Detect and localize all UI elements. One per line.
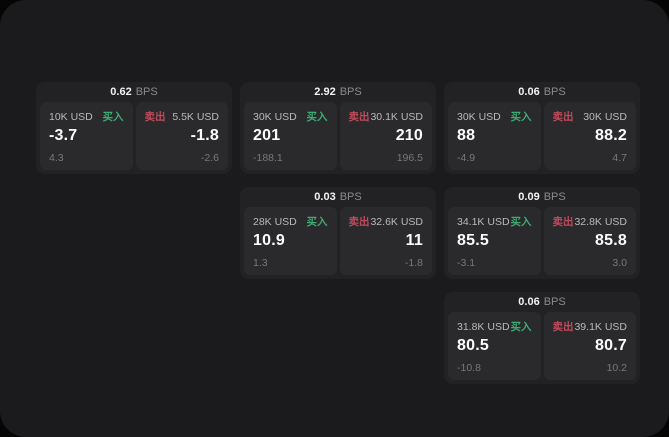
sell-panel[interactable]: 卖出 30K USD 88.2 4.7 [543, 102, 636, 170]
sell-delta: -2.6 [200, 152, 219, 164]
sell-label: 卖出 [348, 216, 370, 228]
buy-panel[interactable]: 10K USD 买入 -3.7 4.3 [40, 102, 133, 170]
sell-panel[interactable]: 卖出 32.8K USD 85.8 3.0 [543, 207, 636, 275]
buy-panel[interactable]: 34.1K USD 买入 85.5 -3.1 [448, 207, 541, 275]
sell-delta: 10.2 [606, 362, 627, 374]
buy-amount: 31.8K USD [457, 320, 510, 333]
sell-panel[interactable]: 卖出 5.5K USD -1.8 -2.6 [135, 102, 228, 170]
buy-delta: -10.8 [457, 362, 481, 374]
quote-card: 0.03 BPS 28K USD 买入 10.9 1.3 卖出 32.6K US… [240, 187, 436, 279]
sell-label: 卖出 [552, 111, 574, 123]
buy-label: 买入 [510, 111, 532, 123]
sell-label: 卖出 [552, 321, 574, 333]
sell-amount: 39.1K USD [574, 320, 627, 333]
buy-panel[interactable]: 28K USD 买入 10.9 1.3 [244, 207, 337, 275]
spread-header: 0.09 BPS [448, 187, 636, 207]
spread-value: 0.09 [518, 191, 540, 203]
spread-header: 0.06 BPS [448, 292, 636, 312]
quote-panels: 28K USD 买入 10.9 1.3 卖出 32.6K USD 11 -1.8 [244, 207, 432, 275]
buy-price: 201 [253, 127, 281, 144]
buy-delta: 4.3 [49, 152, 64, 164]
buy-label: 买入 [510, 321, 532, 333]
sell-price: 80.7 [595, 337, 627, 354]
buy-delta: -4.9 [457, 152, 476, 164]
sell-amount: 30.1K USD [370, 110, 423, 123]
quote-card-grid: 0.62 BPS 10K USD 买入 -3.7 4.3 卖出 5.5K USD… [36, 82, 640, 384]
spread-value: 2.92 [314, 86, 336, 98]
sell-delta: -1.8 [404, 257, 423, 269]
spread-unit: BPS [543, 296, 566, 308]
quote-card: 2.92 BPS 30K USD 买入 201 -188.1 卖出 30.1K … [240, 82, 436, 174]
sell-delta: 4.7 [612, 152, 627, 164]
sell-price: 88.2 [595, 127, 627, 144]
quote-card: 0.06 BPS 31.8K USD 买入 80.5 -10.8 卖出 39.1… [444, 292, 640, 384]
buy-label: 买入 [306, 216, 328, 228]
quote-panels: 31.8K USD 买入 80.5 -10.8 卖出 39.1K USD 80.… [448, 312, 636, 380]
buy-price: 80.5 [457, 337, 489, 354]
spread-header: 0.06 BPS [448, 82, 636, 102]
buy-amount: 30K USD [253, 110, 297, 123]
quote-card: 0.09 BPS 34.1K USD 买入 85.5 -3.1 卖出 32.8K… [444, 187, 640, 279]
sell-amount: 32.6K USD [370, 215, 423, 228]
quote-panels: 30K USD 买入 201 -188.1 卖出 30.1K USD 210 1… [244, 102, 432, 170]
spread-unit: BPS [543, 86, 566, 98]
quote-panels: 30K USD 买入 88 -4.9 卖出 30K USD 88.2 4.7 [448, 102, 636, 170]
spread-unit: BPS [135, 86, 158, 98]
buy-label: 买入 [102, 111, 124, 123]
sell-panel[interactable]: 卖出 39.1K USD 80.7 10.2 [543, 312, 636, 380]
sell-price: 11 [405, 232, 423, 249]
sell-panel[interactable]: 卖出 32.6K USD 11 -1.8 [339, 207, 432, 275]
buy-delta: -3.1 [457, 257, 476, 269]
quote-panels: 10K USD 买入 -3.7 4.3 卖出 5.5K USD -1.8 -2.… [40, 102, 228, 170]
sell-price: 210 [395, 127, 423, 144]
sell-label: 卖出 [552, 216, 574, 228]
buy-amount: 34.1K USD [457, 215, 510, 228]
spread-header: 2.92 BPS [244, 82, 432, 102]
quote-card: 0.06 BPS 30K USD 买入 88 -4.9 卖出 30K USD 8… [444, 82, 640, 174]
quote-card: 0.62 BPS 10K USD 买入 -3.7 4.3 卖出 5.5K USD… [36, 82, 232, 174]
buy-price: 85.5 [457, 232, 489, 249]
sell-label: 卖出 [144, 111, 166, 123]
sell-price: -1.8 [190, 127, 219, 144]
spread-unit: BPS [543, 191, 566, 203]
buy-price: -3.7 [49, 127, 78, 144]
spread-unit: BPS [339, 191, 362, 203]
buy-amount: 10K USD [49, 110, 93, 123]
spread-header: 0.62 BPS [40, 82, 228, 102]
buy-panel[interactable]: 30K USD 买入 201 -188.1 [244, 102, 337, 170]
buy-amount: 28K USD [253, 215, 297, 228]
spread-value: 0.06 [518, 296, 540, 308]
spread-value: 0.62 [110, 86, 132, 98]
buy-panel[interactable]: 30K USD 买入 88 -4.9 [448, 102, 541, 170]
buy-price: 88 [457, 127, 476, 144]
sell-price: 85.8 [595, 232, 627, 249]
sell-amount: 30K USD [583, 110, 627, 123]
spread-value: 0.03 [314, 191, 336, 203]
quote-panels: 34.1K USD 买入 85.5 -3.1 卖出 32.8K USD 85.8… [448, 207, 636, 275]
spread-unit: BPS [339, 86, 362, 98]
buy-amount: 30K USD [457, 110, 501, 123]
buy-delta: -188.1 [253, 152, 283, 164]
buy-label: 买入 [306, 111, 328, 123]
sell-delta: 3.0 [612, 257, 627, 269]
buy-panel[interactable]: 31.8K USD 买入 80.5 -10.8 [448, 312, 541, 380]
buy-label: 买入 [510, 216, 532, 228]
spread-header: 0.03 BPS [244, 187, 432, 207]
sell-delta: 196.5 [396, 152, 423, 164]
sell-amount: 32.8K USD [574, 215, 627, 228]
sell-label: 卖出 [348, 111, 370, 123]
sell-panel[interactable]: 卖出 30.1K USD 210 196.5 [339, 102, 432, 170]
sell-amount: 5.5K USD [172, 110, 219, 123]
buy-delta: 1.3 [253, 257, 268, 269]
buy-price: 10.9 [253, 232, 285, 249]
spread-value: 0.06 [518, 86, 540, 98]
